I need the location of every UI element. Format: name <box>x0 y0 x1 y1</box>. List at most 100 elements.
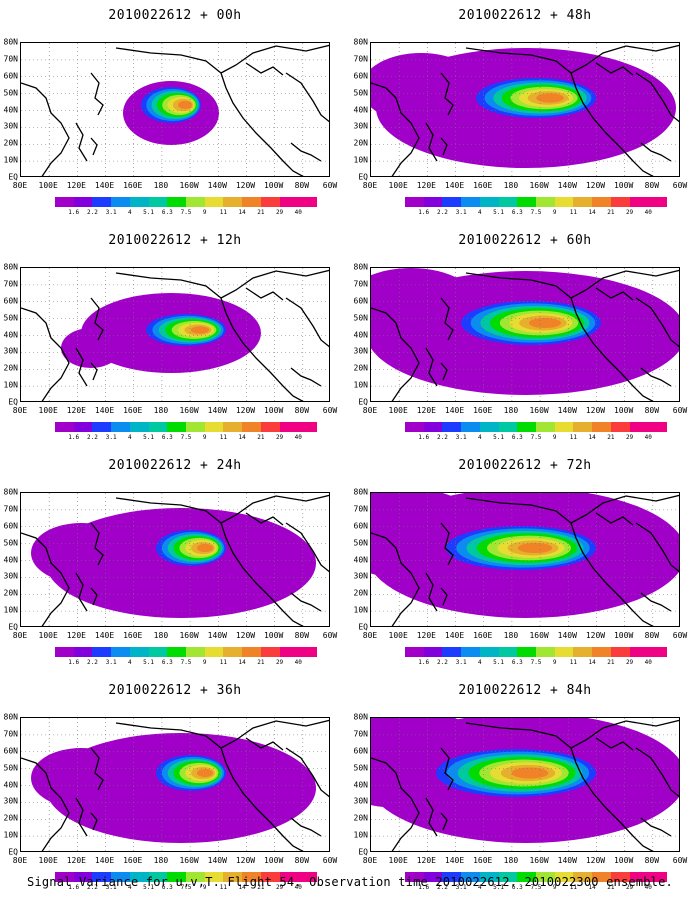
panel-title: 2010022612 + 72h <box>458 458 592 473</box>
colorbar-swatch <box>498 647 518 657</box>
colorbar-swatch <box>148 872 168 882</box>
lat-label: EQ <box>358 847 368 857</box>
colorbar-label: 2.2 <box>437 209 448 216</box>
colorbar-swatch <box>279 872 299 882</box>
lat-label: EQ <box>8 847 18 857</box>
colorbar-label: 9 <box>552 884 557 891</box>
lon-label: 80W <box>644 856 660 865</box>
coastline <box>290 592 322 612</box>
lat-label: 50N <box>3 763 18 773</box>
colorbar-swatch <box>461 647 480 657</box>
lat-label: 70N <box>353 279 368 289</box>
colorbar-label: 1.6 <box>68 659 80 666</box>
colorbar-swatch <box>479 422 499 432</box>
coastline <box>635 747 679 798</box>
lat-label: 10N <box>353 155 368 165</box>
coastline <box>425 572 438 612</box>
lon-label: 160W <box>529 631 549 640</box>
colorbar-swatch <box>92 197 112 207</box>
coastline <box>371 307 420 401</box>
lon-label: 120W <box>235 181 256 190</box>
lat-label: EQ <box>358 397 368 407</box>
coastline <box>425 797 438 837</box>
colorbar-swatch <box>498 422 518 432</box>
coastline <box>90 587 98 606</box>
colorbar-label: 4 <box>478 884 482 891</box>
coastline <box>115 497 304 626</box>
forecast-panel: 2010022612 + 12h 80N 70N 60N 50N 40N 30N 20N 10N… <box>0 225 350 447</box>
lat-label: 70N <box>353 54 368 64</box>
colorbar-label: 6.3 <box>511 659 523 666</box>
colorbar-label: 4 <box>478 659 482 666</box>
lon-label: 120W <box>585 631 606 640</box>
colorbar <box>55 197 318 207</box>
panel-title: 2010022612 + 24h <box>108 458 242 473</box>
colorbar-label: 29 <box>275 884 284 891</box>
lon-label: 140E <box>444 181 465 190</box>
colorbar-swatch <box>573 197 593 207</box>
colorbar-label: 40 <box>294 659 302 666</box>
colorbar-swatch <box>73 422 93 432</box>
colorbar-swatch <box>186 197 205 207</box>
colorbar-swatch <box>55 197 74 207</box>
colorbar-swatch <box>648 647 668 657</box>
colorbar-label: 2.2 <box>87 884 98 891</box>
lon-label: 100E <box>38 631 58 640</box>
colorbar-swatch <box>92 422 112 432</box>
coastline <box>440 587 448 606</box>
colorbar-swatch <box>592 422 611 432</box>
lat-label: 60N <box>3 296 18 306</box>
colorbar-label: 29 <box>625 884 634 891</box>
colorbar-swatch <box>423 197 443 207</box>
lon-label: 60W <box>322 181 338 190</box>
colorbar-label: 21 <box>257 209 265 216</box>
colorbar-label: 1.6 <box>418 659 430 666</box>
lon-label: 180 <box>503 856 519 865</box>
coastline <box>440 747 454 791</box>
colorbar-label: 9 <box>202 209 207 216</box>
lat-label: 80N <box>353 37 368 47</box>
colorbar-swatch <box>186 422 205 432</box>
variance-field <box>31 733 316 843</box>
colorbar-swatch <box>92 647 112 657</box>
colorbar-label: 14 <box>588 659 596 666</box>
lon-label: 80E <box>12 631 28 640</box>
lon-label: 120W <box>235 406 256 415</box>
colorbar-swatch <box>92 872 112 882</box>
colorbar <box>55 872 318 882</box>
colorbar-swatch <box>242 872 261 882</box>
colorbar-swatch <box>461 422 480 432</box>
coastline <box>290 817 322 837</box>
coastline <box>640 367 672 387</box>
lon-label: 140E <box>94 181 115 190</box>
colorbar-swatch <box>111 422 130 432</box>
coastline <box>115 722 304 851</box>
lat-label: 40N <box>353 330 368 339</box>
lon-label: 140E <box>444 406 465 415</box>
colorbar-swatch <box>148 197 168 207</box>
lat-label: 50N <box>353 538 368 548</box>
lon-label: 140E <box>94 631 115 640</box>
colorbar-label: 40 <box>644 659 652 666</box>
colorbar-label: 7.5 <box>530 434 542 441</box>
colorbar-swatch <box>629 647 649 657</box>
colorbar-label: 5.1 <box>143 209 154 216</box>
lat-label: 20N <box>353 588 368 598</box>
forecast-panel: 2010022612 + 48h 80N 70N 60N 50N 40N 30N 20N 10N… <box>350 0 700 222</box>
lon-label: 140E <box>94 856 115 865</box>
lon-label: 120W <box>585 856 606 865</box>
lon-label: 60W <box>322 631 338 640</box>
colorbar-label: 21 <box>257 659 265 666</box>
coastline <box>640 592 672 612</box>
lat-label: 10N <box>353 605 368 615</box>
variance-map <box>20 717 330 852</box>
lat-label: 10N <box>3 155 18 165</box>
colorbar-label: 11 <box>569 434 578 441</box>
coastline <box>635 297 679 348</box>
coastline <box>465 722 654 851</box>
coastline <box>285 747 329 798</box>
colorbar-swatch <box>442 872 462 882</box>
lat-label: 80N <box>3 37 18 47</box>
lon-label: 120E <box>416 181 436 190</box>
lon-label: 80W <box>644 181 660 190</box>
